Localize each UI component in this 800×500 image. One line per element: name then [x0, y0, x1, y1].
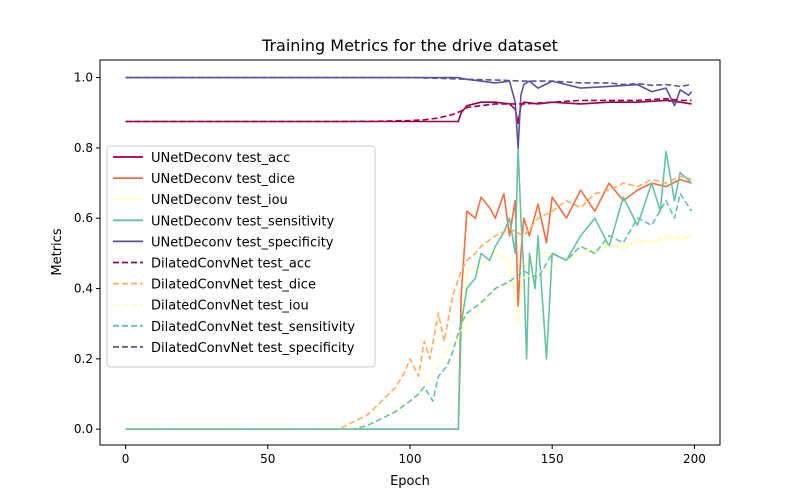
legend-label-9: DilatedConvNet test_specificity — [151, 341, 355, 356]
y-axis-label: Metrics — [50, 228, 65, 275]
x-axis-label: Epoch — [390, 474, 430, 489]
legend-label-5: DilatedConvNet test_acc — [151, 257, 311, 272]
legend-label-7: DilatedConvNet test_iou — [151, 299, 309, 314]
series-line-9 — [125, 76, 692, 88]
legend-label-2: UNetDeconv test_iou — [151, 193, 288, 208]
legend-label-1: UNetDeconv test_dice — [151, 172, 295, 187]
legend: UNetDeconv test_acc UNetDeconv test_dice U… — [106, 145, 376, 368]
y-tick-label: 0.2 — [74, 352, 93, 366]
x-tick-label: 200 — [683, 452, 706, 466]
series-line-7 — [125, 235, 692, 431]
legend-label-3: UNetDeconv test_sensitivity — [151, 214, 334, 229]
legend-label-4: UNetDeconv test_specificity — [151, 235, 334, 250]
chart-title: Training Metrics for the drive dataset — [261, 36, 558, 55]
series-line-3 — [125, 147, 693, 431]
y-tick-label: 0.8 — [74, 141, 93, 155]
series-line-8 — [125, 192, 693, 431]
plot-area — [125, 76, 693, 431]
legend-label-6: DilatedConvNet test_dice — [151, 278, 316, 293]
y-tick-label: 0.6 — [74, 211, 93, 225]
y-tick-label: 0.0 — [74, 422, 93, 436]
x-tick-label: 50 — [260, 452, 275, 466]
series-line-4 — [125, 76, 693, 149]
legend-label-8: DilatedConvNet test_sensitivity — [151, 320, 355, 335]
legend-box — [106, 145, 376, 368]
x-tick-label: 0 — [122, 452, 130, 466]
series-line-5 — [125, 97, 692, 123]
x-axis: 0 50 100 150 200 — [122, 445, 706, 466]
x-tick-label: 150 — [541, 452, 564, 466]
series-line-1 — [125, 178, 692, 431]
y-tick-label: 1.0 — [74, 71, 93, 85]
x-tick-label: 100 — [399, 452, 422, 466]
series-line-6 — [125, 175, 692, 431]
y-axis: 0.0 0.2 0.4 0.6 0.8 1.0 — [74, 71, 100, 436]
y-tick-label: 0.4 — [74, 282, 93, 296]
legend-label-0: UNetDeconv test_acc — [151, 151, 290, 166]
